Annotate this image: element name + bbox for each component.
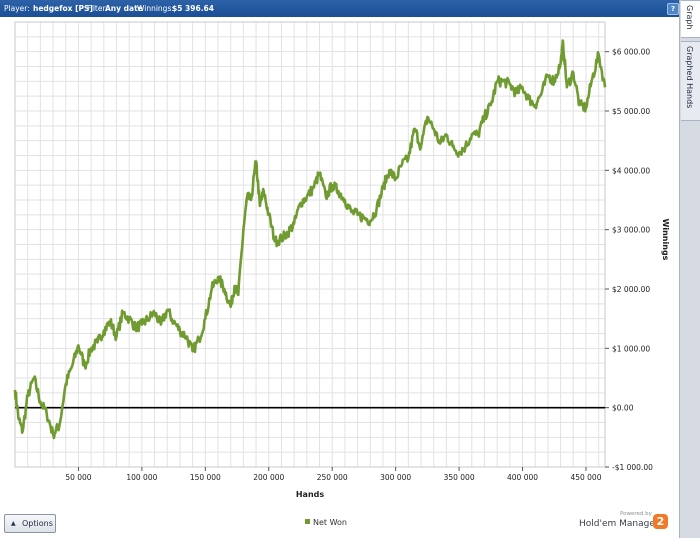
x-tick-label: 400 000 [507, 473, 538, 482]
player-value: hedgefox [PS] [33, 4, 93, 13]
tab-graphed-hands-label: Graphed Hands [685, 46, 694, 109]
tab-graphed-hands[interactable]: Graphed Hands [681, 41, 700, 121]
player-label: Player: [4, 4, 30, 13]
hm2-logo: 2 [653, 514, 668, 529]
legend-label-net-won: Net Won [313, 518, 347, 527]
tab-graph[interactable]: Graph [681, 0, 700, 38]
help-icon[interactable]: ? [667, 3, 679, 15]
x-tick-label: 200 000 [253, 473, 284, 482]
x-tick-label: 300 000 [380, 473, 411, 482]
x-axis-label: Hands [296, 490, 325, 499]
x-tick-label: 250 000 [317, 473, 348, 482]
footer-bar: ▲ Options Net Won Powered by Hold'em Man… [0, 510, 679, 538]
chart-legend: Net Won [305, 518, 347, 528]
y-axis-label: Winnings [661, 219, 670, 261]
series-line-net-won [13, 39, 607, 440]
chart-grid [15, 22, 605, 467]
x-tick-label: 450 000 [570, 473, 601, 482]
y-tick-label: $3 000.00 [612, 226, 650, 235]
y-tick-label: $0.00 [612, 404, 634, 413]
x-tick-label: 350 000 [444, 473, 475, 482]
x-axis-ticks: 50 000 100 000 150 000 200 000 250 000 300 00… [65, 467, 602, 482]
x-tick-label: 50 000 [65, 473, 91, 482]
x-tick-label: 150 000 [190, 473, 221, 482]
caret-up-icon: ▲ [11, 520, 16, 527]
legend-swatch-net-won [305, 519, 310, 524]
brand-name: Hold'em Manager [579, 519, 659, 529]
y-tick-label: -$1 000.00 [612, 463, 653, 472]
x-tick-label: 100 000 [126, 473, 157, 482]
powered-by-text: Powered by [620, 511, 652, 517]
winnings-chart: $6 000.00 $5 000.00 $4 000.00 $3 000.00 $2 0… [13, 21, 670, 499]
y-tick-label: $2 000.00 [612, 285, 650, 294]
y-tick-label: $4 000.00 [612, 166, 650, 175]
side-tab-strip: Graph Graphed Hands [679, 0, 700, 538]
y-axis-ticks: $6 000.00 $5 000.00 $4 000.00 $3 000.00 $2 0… [605, 48, 653, 472]
winnings-label: Winnings: [137, 4, 174, 13]
options-label: Options [22, 519, 53, 528]
header-bar: Player: hedgefox [PS] Filter: Any date W… [0, 0, 679, 17]
filter-label: Filter: [87, 4, 108, 13]
y-tick-label: $6 000.00 [612, 48, 650, 57]
y-tick-label: $5 000.00 [612, 107, 650, 116]
plot-border [14, 21, 606, 468]
winnings-value: $5 396.64 [172, 4, 214, 13]
options-button[interactable]: ▲ Options [4, 514, 56, 533]
filter-value: Any date [105, 4, 143, 13]
y-tick-label: $1 000.00 [612, 344, 650, 353]
tab-graph-label: Graph [685, 5, 694, 30]
